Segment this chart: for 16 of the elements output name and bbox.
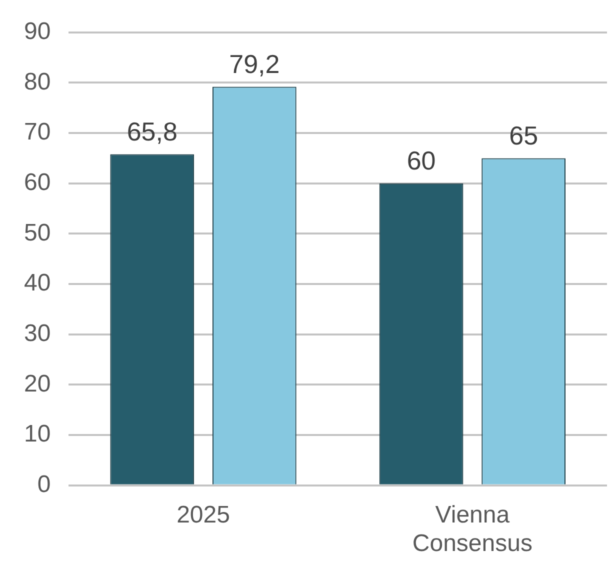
data-label: 65	[509, 120, 538, 150]
x-tick-label: Vienna Consensus	[412, 501, 532, 558]
y-tick-label: 80	[24, 68, 51, 96]
y-tick-label: 90	[24, 18, 51, 46]
data-label: 79,2	[229, 48, 280, 79]
y-tick-label: 50	[24, 219, 51, 246]
data-label: 65,8	[126, 116, 178, 146]
y-tick-label: 10	[24, 420, 51, 448]
data-label: 60	[406, 146, 436, 176]
y-tick-label: 0	[37, 471, 51, 498]
y-tick-label: 60	[24, 169, 51, 196]
y-tick-label: 40	[24, 270, 51, 297]
y-tick-label: 70	[24, 118, 51, 146]
x-tick-label: 2025	[176, 501, 230, 528]
y-tick-label: 20	[24, 370, 51, 398]
y-tick-label: 30	[24, 320, 51, 348]
